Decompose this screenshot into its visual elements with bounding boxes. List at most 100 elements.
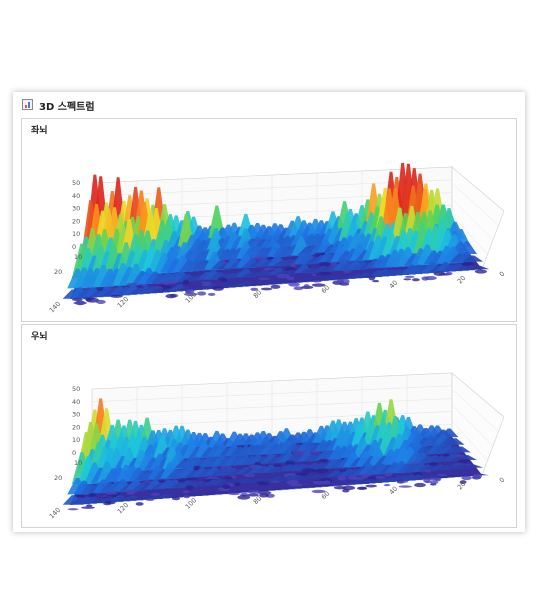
surface-texture [292, 450, 307, 456]
x-tick-label: 100 [184, 496, 198, 510]
z-tick-label: 50 [72, 385, 80, 393]
surface-texture [269, 480, 281, 483]
z-tick-label: 10 [72, 436, 80, 444]
surface-texture [96, 299, 106, 305]
surface-texture [276, 273, 290, 279]
spectrum-peak [456, 241, 477, 254]
surface-texture [166, 280, 178, 285]
spectrum-peak [451, 446, 471, 453]
surface-texture [445, 271, 453, 276]
x-tick-label: 20 [456, 480, 468, 492]
y-tick-label: 20 [54, 474, 62, 482]
gridline [451, 214, 488, 255]
surface-texture [293, 286, 304, 291]
surface-texture [258, 277, 271, 280]
z-tick-label: 50 [72, 179, 80, 187]
y-tick-label: 10 [74, 253, 82, 261]
z-tick-label: 40 [72, 398, 80, 406]
surface-texture [403, 278, 412, 281]
surface-texture [414, 482, 426, 488]
surface-texture [343, 270, 352, 274]
surface-texture [81, 506, 95, 509]
surface-texture [398, 480, 409, 483]
surface-texture [430, 480, 439, 484]
surface-texture [183, 495, 190, 499]
surface-texture [411, 278, 420, 282]
surface-texture [222, 484, 231, 489]
surface-texture [257, 490, 272, 495]
spectrum-peak [456, 455, 477, 460]
window-titlebar: 3D 스펙트럼 [13, 92, 525, 118]
surface-texture [185, 290, 192, 294]
surface-texture [171, 496, 181, 501]
surface-texture [259, 493, 269, 498]
spectrum-peak [462, 464, 484, 468]
surface-texture [302, 468, 316, 473]
surface-texture [361, 473, 369, 479]
x-tick-label: 60 [320, 490, 332, 502]
surface-texture [312, 280, 322, 283]
surface-texture [185, 485, 194, 490]
surface-texture [237, 495, 251, 500]
surface-texture [73, 301, 88, 305]
surface-texture [71, 298, 83, 302]
surface-texture [310, 450, 320, 454]
z-tick-label: 10 [72, 230, 80, 238]
surface-texture [315, 273, 326, 276]
spectrum-window: 3D 스펙트럼 좌뇌 50 40 30 20 10 0 10 20 140 120 100 80 60 4… [13, 92, 525, 532]
surface-texture [318, 262, 331, 267]
surface-texture [82, 297, 95, 300]
surface-texture [290, 263, 297, 268]
surface-texture [165, 293, 177, 299]
surface-texture [424, 275, 437, 281]
x-tick-label: 20 [456, 274, 468, 286]
gridline [451, 404, 494, 447]
surface-texture [333, 485, 346, 490]
surface-texture [372, 279, 380, 283]
x-tick-label: 140 [48, 300, 62, 314]
surface-texture [351, 476, 365, 481]
x-tick-label: 60 [320, 284, 332, 296]
x-tick-label: 140 [48, 506, 62, 520]
surface-texture [224, 476, 233, 480]
surface-texture [103, 502, 112, 506]
surface-texture [312, 480, 327, 485]
y-tick-label: 20 [54, 268, 62, 276]
surface-texture [110, 294, 123, 298]
surface-texture [182, 490, 190, 494]
surface-texture [86, 504, 93, 508]
surface-texture [398, 485, 412, 488]
surface-texture [356, 486, 368, 491]
surface-texture [459, 480, 467, 485]
surface-texture [207, 292, 216, 296]
x-tick-label: 40 [388, 279, 400, 291]
surface-texture [145, 498, 155, 501]
surface-texture [474, 269, 487, 274]
surface-texture [243, 473, 256, 478]
z-tick-label: 30 [72, 205, 80, 213]
surface-texture [311, 489, 326, 494]
surface-texture [336, 278, 345, 284]
surface-texture [289, 483, 303, 487]
x-tick-label: 80 [252, 494, 264, 506]
surface-texture [458, 459, 470, 463]
surface-texture [303, 284, 310, 289]
left-brain-panel: 좌뇌 50 40 30 20 10 0 10 20 140 120 100 80 60 40 20 0 [21, 118, 517, 322]
spectrum-peak [462, 255, 484, 262]
spectrum-peak [445, 438, 465, 445]
z-tick-label: 20 [72, 217, 80, 225]
surface-texture [433, 271, 446, 276]
gridline [451, 182, 499, 226]
gridline [451, 420, 488, 461]
z-tick-label: 30 [72, 411, 80, 419]
surface-texture [383, 484, 391, 487]
x-tick-label: 120 [116, 501, 130, 515]
surface-texture [311, 283, 326, 287]
surface-texture [365, 484, 378, 488]
surface-texture [185, 477, 200, 480]
surface-texture [314, 468, 329, 474]
panel-title: 우뇌 [31, 332, 48, 342]
surface-texture [472, 473, 483, 479]
